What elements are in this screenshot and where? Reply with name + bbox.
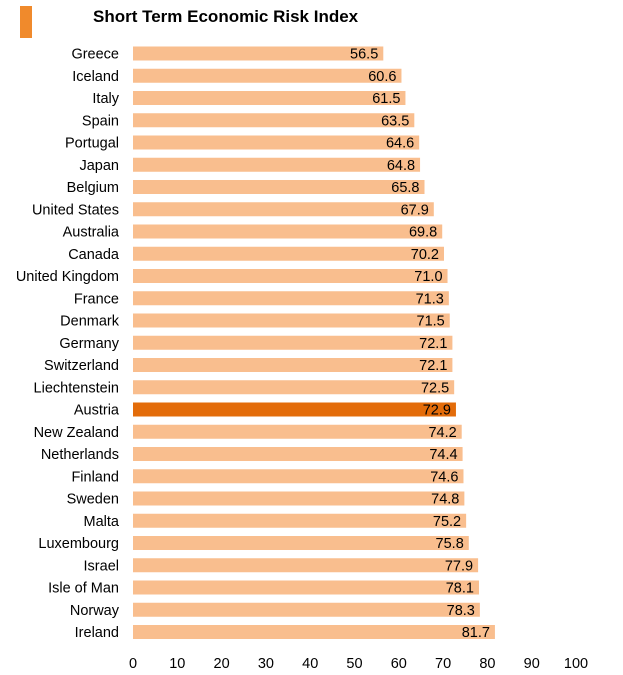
value-label: 69.8 <box>409 225 437 241</box>
bar-spain <box>133 113 415 128</box>
category-label: Germany <box>59 336 119 352</box>
value-label: 77.9 <box>445 558 473 574</box>
category-label: New Zealand <box>34 425 119 441</box>
x-tick-label: 60 <box>391 656 407 672</box>
bar-denmark <box>133 313 450 328</box>
bar-malta <box>133 513 467 528</box>
value-label: 63.5 <box>381 113 409 129</box>
value-label: 72.9 <box>423 403 451 419</box>
bar-switzerland <box>133 358 453 372</box>
x-tick-label: 90 <box>524 656 540 672</box>
category-label: Sweden <box>67 492 119 508</box>
category-label: Malta <box>84 514 120 530</box>
bar-australia <box>133 224 443 239</box>
bar-netherlands <box>133 447 463 461</box>
x-tick-label: 70 <box>435 656 451 672</box>
value-label: 71.5 <box>417 314 445 330</box>
category-labels-layer: Greece Iceland Italy Spain Portugal Japan Belg… <box>16 47 120 642</box>
bar-japan <box>133 157 421 172</box>
title-marker <box>20 6 32 38</box>
category-label: Netherlands <box>41 447 119 463</box>
x-tick-label: 0 <box>129 656 137 672</box>
category-label: Denmark <box>60 314 120 330</box>
bar-germany <box>133 335 453 350</box>
x-tick-label: 80 <box>479 656 495 672</box>
x-tick-label: 40 <box>302 656 318 672</box>
bar-isle-of-man <box>133 580 479 595</box>
bar-iceland <box>133 68 402 83</box>
bar-united-kingdom <box>133 269 448 283</box>
x-tick-label: 50 <box>346 656 362 672</box>
bar-israel <box>133 558 479 573</box>
category-label: Austria <box>74 403 120 419</box>
category-label: Israel <box>84 558 119 574</box>
category-label: Isle of Man <box>48 581 119 597</box>
value-label: 72.1 <box>419 358 447 374</box>
category-label: Japan <box>79 158 119 174</box>
value-label: 67.9 <box>401 202 429 218</box>
value-label: 74.8 <box>431 492 459 508</box>
category-label: Liechtenstein <box>34 380 119 396</box>
category-label: Belgium <box>67 180 119 196</box>
bar-new-zealand <box>133 424 462 439</box>
category-label: Portugal <box>65 136 119 152</box>
bar-greece <box>133 46 384 61</box>
bar-austria <box>133 402 456 417</box>
category-label: United Kingdom <box>16 269 119 285</box>
bar-norway <box>133 602 480 617</box>
category-label: Australia <box>63 225 120 241</box>
value-label: 74.6 <box>430 469 458 485</box>
category-label: United States <box>32 202 119 218</box>
bars-layer <box>133 46 495 639</box>
value-label: 64.6 <box>386 136 414 152</box>
value-label: 56.5 <box>350 47 378 63</box>
value-label: 71.0 <box>414 269 442 285</box>
category-label: France <box>74 291 119 307</box>
category-label: Spain <box>82 113 119 129</box>
value-label: 70.2 <box>411 247 439 263</box>
category-label: Finland <box>71 469 119 485</box>
bar-france <box>133 291 449 306</box>
bar-liechtenstein <box>133 380 455 395</box>
category-label: Italy <box>92 91 119 107</box>
value-label: 65.8 <box>391 180 419 196</box>
value-label: 74.2 <box>428 425 456 441</box>
value-labels-layer: 56.5 60.6 61.5 63.5 64.6 64.8 65.8 67.9 69.8 70.2… <box>350 47 490 642</box>
x-axis-ticks-layer: 0 10 20 30 40 50 60 70 80 90 100 <box>129 656 588 672</box>
category-label: Greece <box>71 47 119 63</box>
x-tick-label: 30 <box>258 656 274 672</box>
category-label: Iceland <box>72 69 119 85</box>
value-label: 74.4 <box>429 447 457 463</box>
value-label: 78.1 <box>446 581 474 597</box>
category-label: Luxembourg <box>38 536 119 552</box>
bar-ireland <box>133 625 495 639</box>
value-label: 72.5 <box>421 380 449 396</box>
bar-italy <box>133 91 406 105</box>
value-label: 71.3 <box>416 291 444 307</box>
value-label: 60.6 <box>368 69 396 85</box>
bar-portugal <box>133 135 420 150</box>
value-label: 61.5 <box>372 91 400 107</box>
value-label: 81.7 <box>462 625 490 641</box>
bar-finland <box>133 469 464 484</box>
bar-united-states <box>133 202 434 217</box>
x-tick-label: 20 <box>214 656 230 672</box>
category-label: Canada <box>68 247 120 263</box>
bar-belgium <box>133 180 425 194</box>
category-label: Ireland <box>75 625 119 641</box>
chart-title: Short Term Economic Risk Index <box>93 7 359 26</box>
bar-sweden <box>133 491 465 506</box>
x-tick-label: 10 <box>169 656 185 672</box>
category-label: Norway <box>70 603 120 619</box>
value-label: 64.8 <box>387 158 415 174</box>
bar-luxembourg <box>133 536 469 550</box>
value-label: 78.3 <box>447 603 475 619</box>
bar-canada <box>133 246 444 261</box>
value-label: 75.8 <box>436 536 464 552</box>
x-tick-label: 100 <box>564 656 588 672</box>
value-label: 72.1 <box>419 336 447 352</box>
category-label: Switzerland <box>44 358 119 374</box>
value-label: 75.2 <box>433 514 461 530</box>
